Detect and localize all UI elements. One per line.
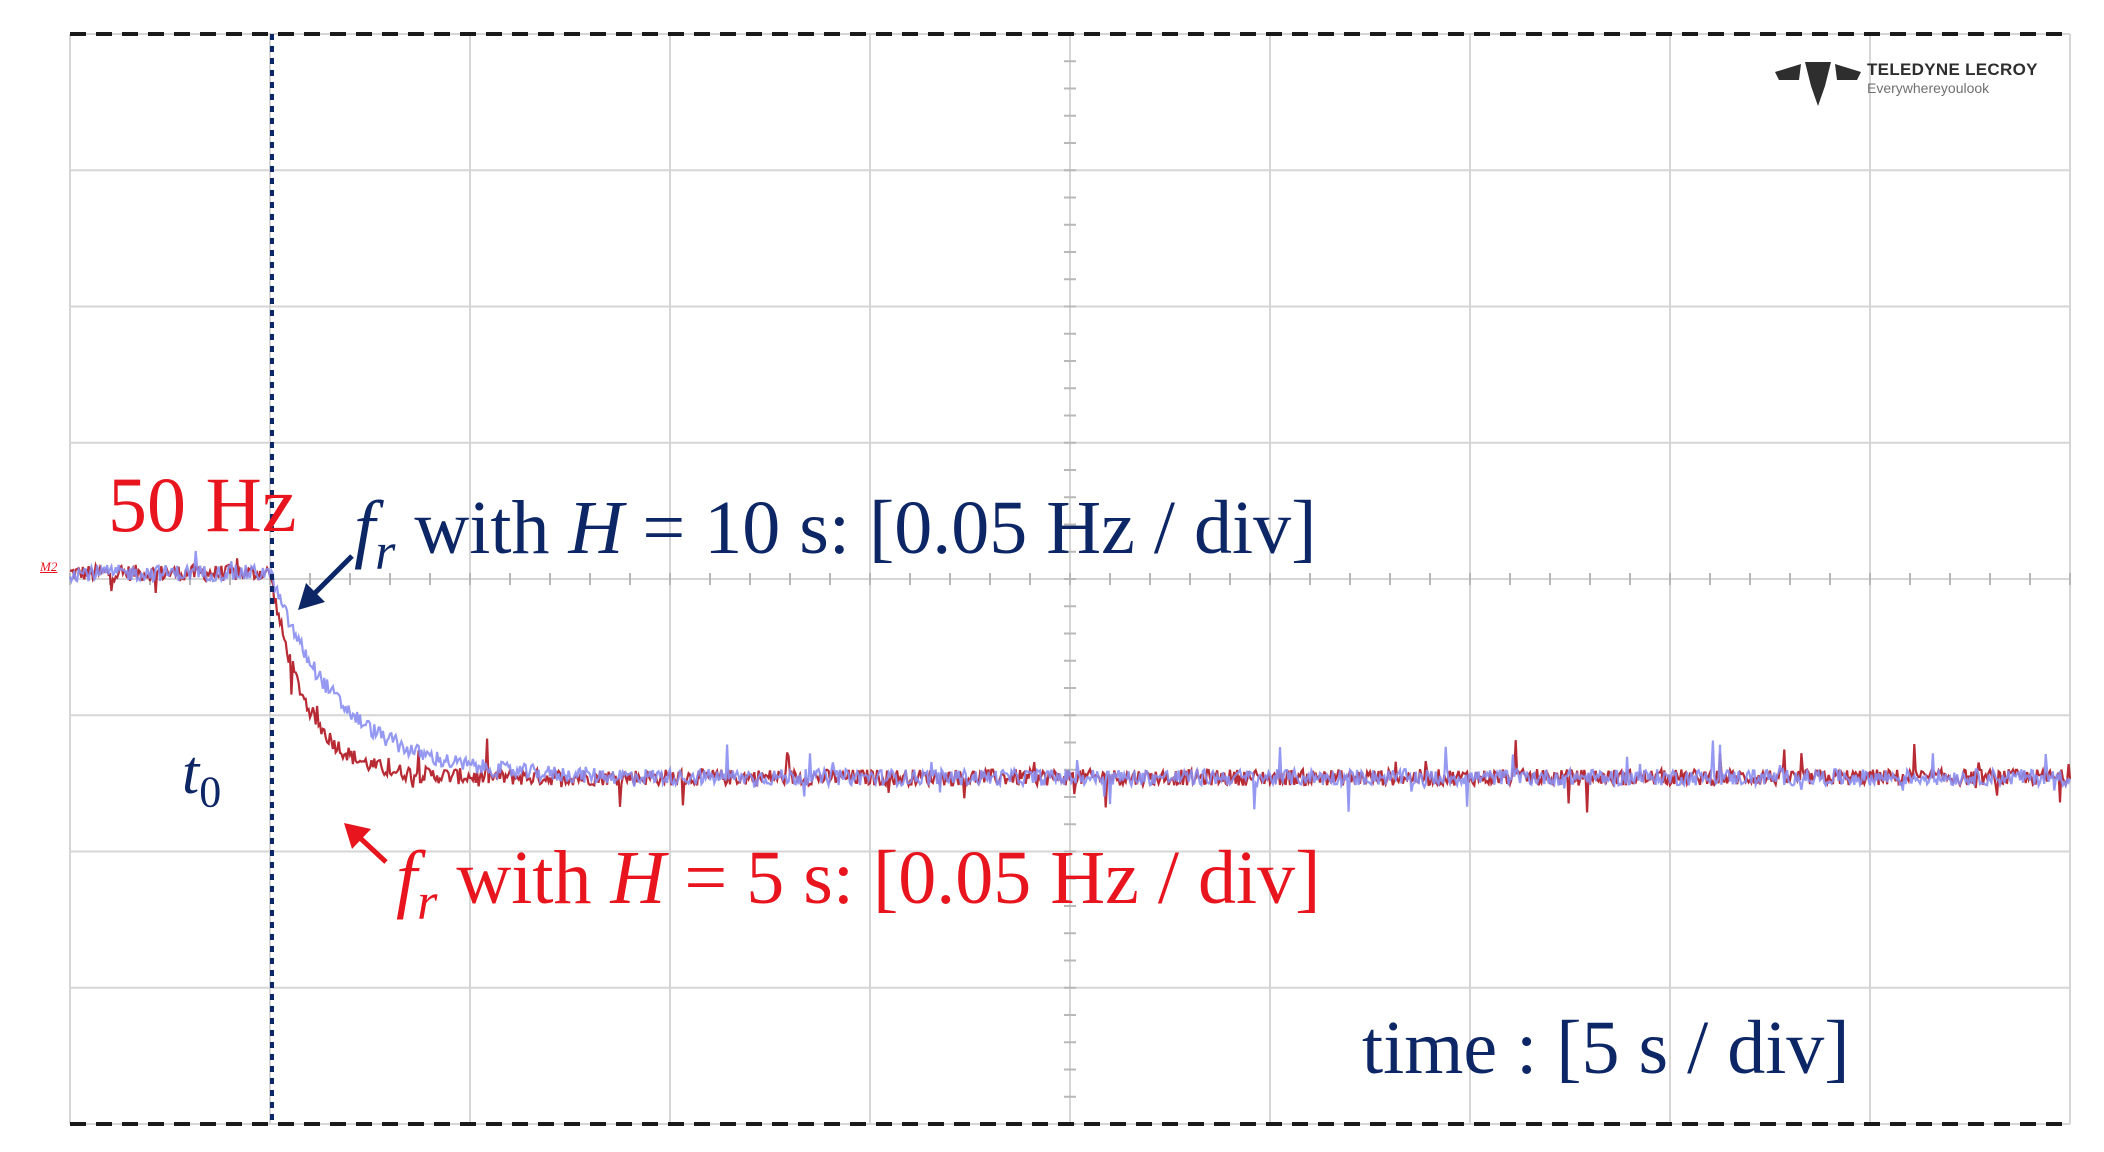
trace-series-0 [68,550,2072,812]
series-label-h10-var: f [354,486,376,570]
level-annotation: 50 Hz [108,461,297,548]
series-label-h5-rest: = 5 s: [0.05 Hz / div] [665,836,1321,920]
logo-tagline: Everywhereyoulook [1867,80,1990,96]
series-label-h10: fr with H = 10 s: [0.05 Hz / div] [354,490,1316,579]
arrow-blue-icon [298,554,354,610]
teledyne-logo-icon [1775,62,1861,106]
series-label-h10-param: H [568,486,624,570]
teledyne-lecroy-logo: TELEDYNE LECROY Everywhereyoulook [1775,54,2075,114]
series-label-h5: fr with H = 5 s: [0.05 Hz / div] [396,840,1320,929]
t0-label: t0 [182,739,222,817]
series-label-h5-mid: with [437,836,611,920]
series-label-h10-rest: = 10 s: [0.05 Hz / div] [623,486,1317,570]
grid [69,33,2071,1125]
series-label-h5-sub: r [417,874,438,932]
channel-marker-label: M2 [40,559,58,574]
logo-brand-text: TELEDYNE LECROY [1867,60,2038,79]
traces [68,550,2072,813]
series-label-h5-param: H [610,836,666,920]
series-label-h5-var: f [396,836,418,920]
series-label-h10-mid: with [395,486,569,570]
arrow-red-icon [344,823,388,864]
x-axis-label: time : [5 s / div] [1362,1006,1850,1090]
series-label-h10-sub: r [375,524,396,582]
